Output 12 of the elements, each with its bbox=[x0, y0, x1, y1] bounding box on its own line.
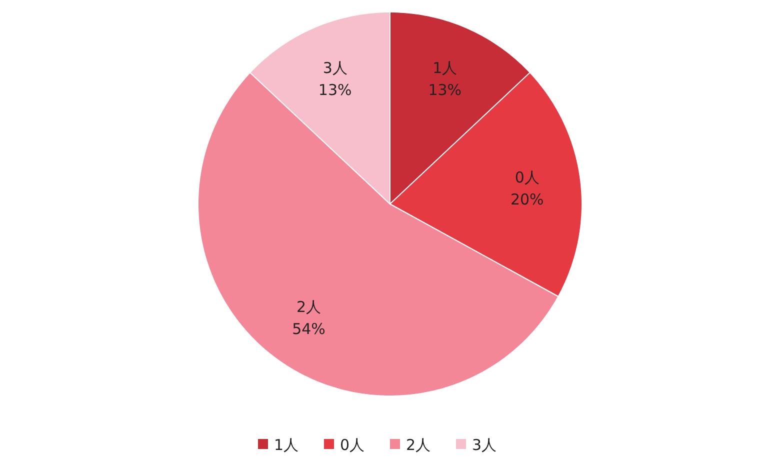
legend-label: 2人 bbox=[406, 436, 431, 454]
data-label: 20% bbox=[510, 190, 544, 209]
data-label: 54% bbox=[292, 320, 326, 338]
legend-label: 3人 bbox=[472, 436, 497, 454]
data-label: 13% bbox=[318, 81, 352, 100]
legend-label: 0人 bbox=[340, 436, 365, 454]
slice-label: 3人 bbox=[322, 59, 348, 78]
data-label: 13% bbox=[428, 81, 462, 100]
slice-label: 2人 bbox=[296, 298, 322, 316]
slice-label: 1人 bbox=[432, 59, 458, 78]
slice-label: 0人 bbox=[514, 168, 540, 187]
legend-label: 1人 bbox=[274, 436, 299, 454]
